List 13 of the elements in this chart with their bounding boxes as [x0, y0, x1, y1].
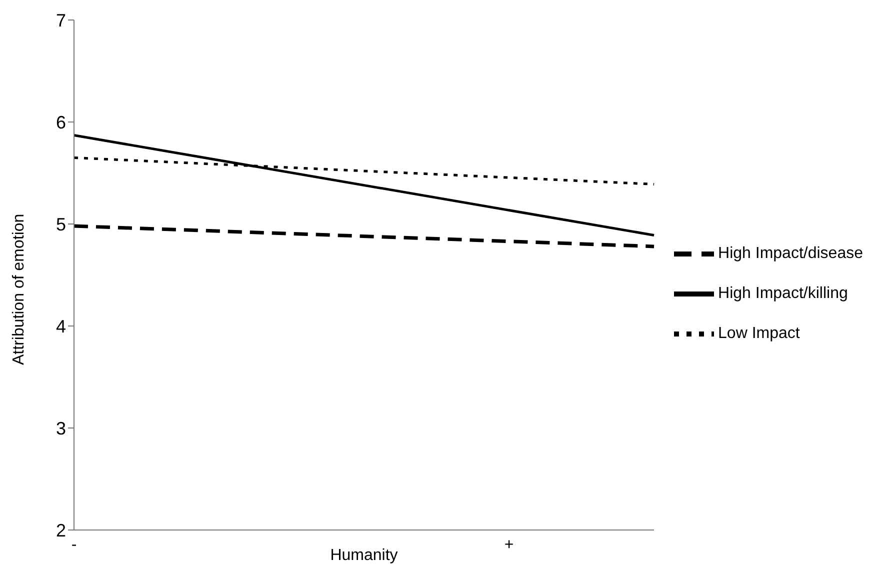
y-tick-label: 5	[56, 214, 66, 234]
x-tick-label: -	[71, 536, 77, 554]
y-tick-label: 3	[56, 418, 66, 438]
y-tick-label: 4	[56, 316, 66, 336]
x-axis-title: Humanity	[330, 547, 398, 564]
legend-label: High Impact/killing	[718, 285, 848, 302]
y-axis-title: Attribution of emotion	[10, 214, 28, 365]
y-tick-label: 2	[56, 520, 66, 540]
legend-label: High Impact/disease	[718, 245, 863, 262]
x-tick-label: +	[504, 536, 514, 554]
legend-label: Low Impact	[718, 325, 800, 342]
y-tick-label: 6	[56, 112, 66, 132]
y-tick-label: 7	[56, 10, 66, 30]
